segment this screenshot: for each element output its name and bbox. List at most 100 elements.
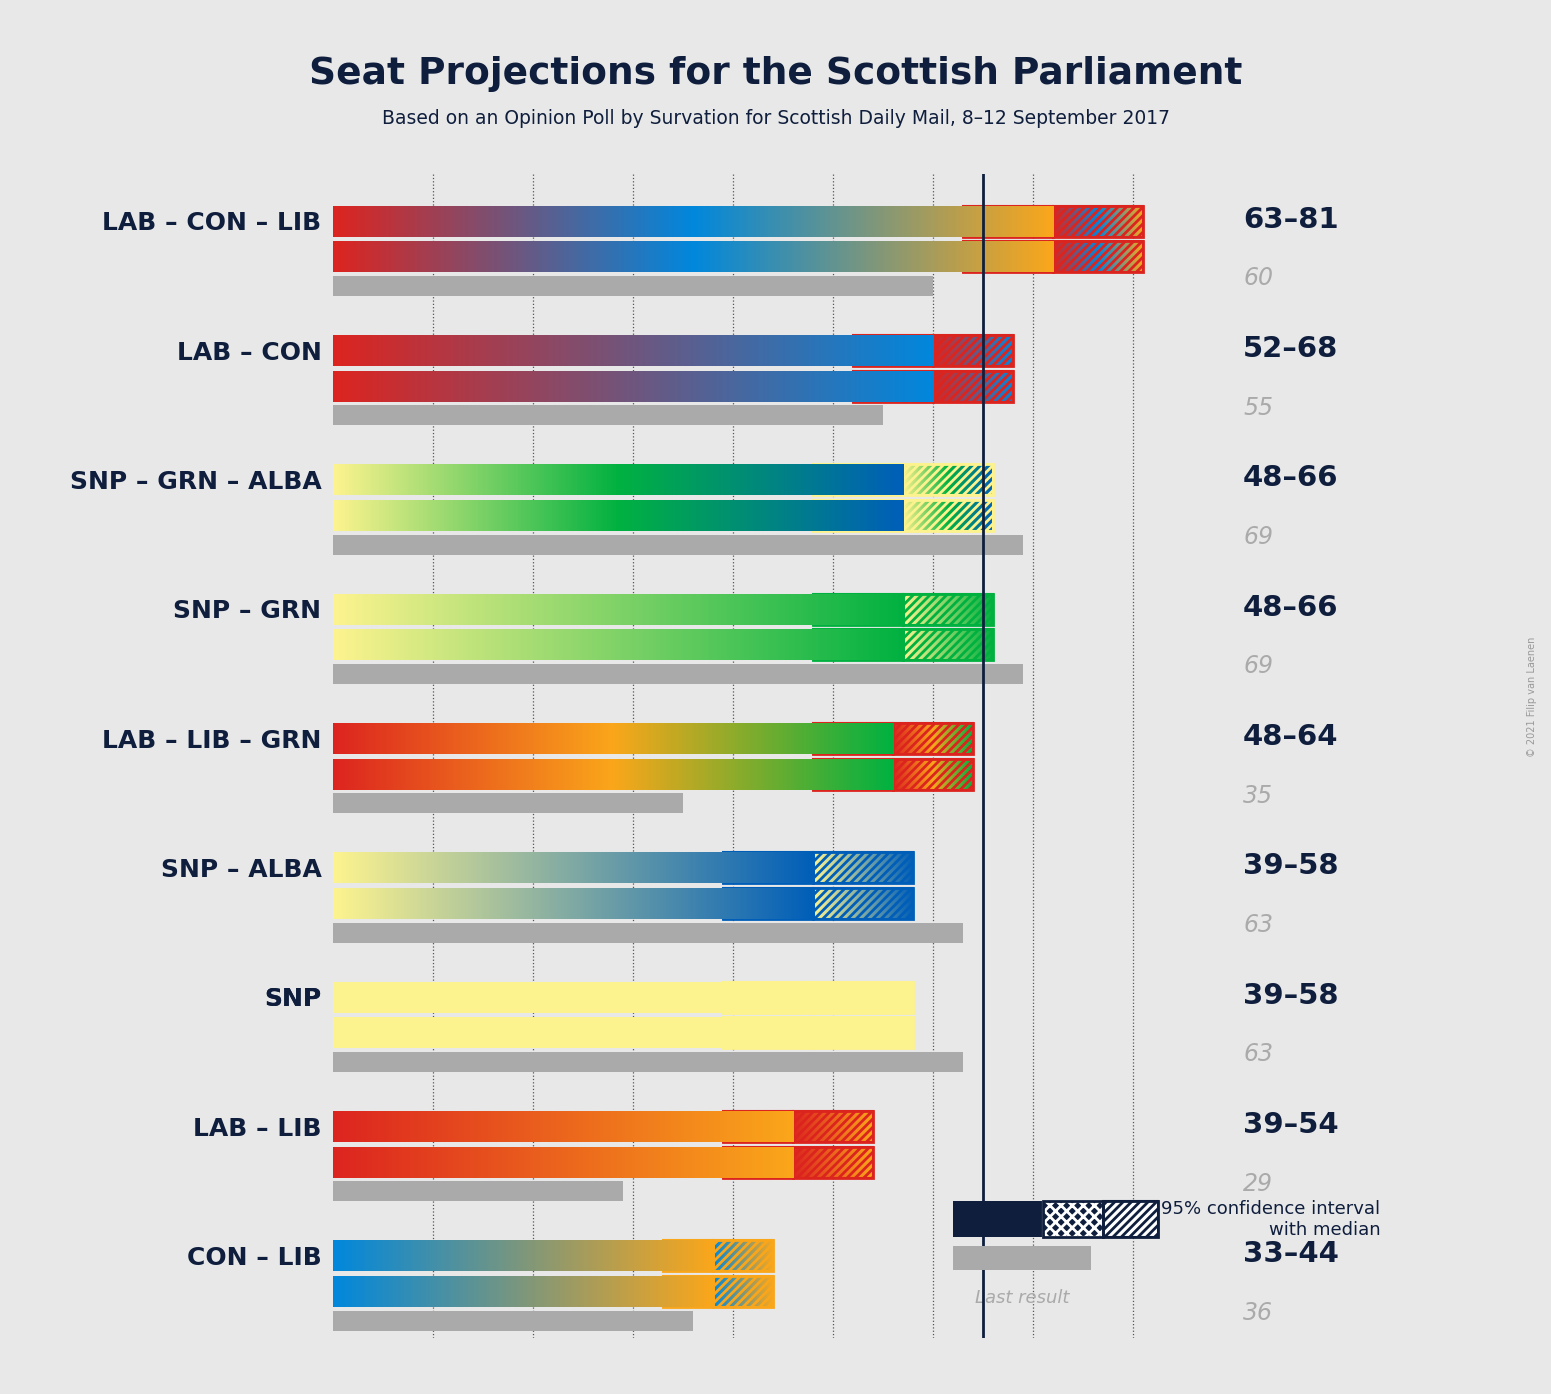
Bar: [467, 500, 468, 531]
Bar: [681, 758, 682, 789]
Bar: [859, 205, 862, 237]
Bar: [655, 1146, 656, 1178]
Bar: [386, 1276, 388, 1308]
Bar: [594, 594, 596, 625]
Bar: [530, 852, 532, 884]
Bar: [481, 1111, 482, 1142]
Bar: [386, 335, 388, 367]
Bar: [682, 1111, 686, 1142]
Bar: [572, 852, 574, 884]
Bar: [620, 1111, 622, 1142]
Bar: [361, 500, 364, 531]
Bar: [748, 464, 749, 495]
Bar: [544, 1146, 548, 1178]
Bar: [493, 1241, 495, 1271]
Bar: [760, 241, 763, 272]
Bar: [454, 723, 458, 754]
Bar: [344, 723, 347, 754]
Bar: [723, 1018, 813, 1048]
Bar: [582, 594, 585, 625]
Bar: [636, 723, 637, 754]
Bar: [700, 335, 701, 367]
Bar: [769, 371, 772, 401]
Bar: [569, 464, 571, 495]
Bar: [599, 888, 602, 919]
Bar: [513, 594, 516, 625]
Bar: [442, 205, 444, 237]
Bar: [577, 1276, 579, 1308]
Bar: [591, 1276, 592, 1308]
Bar: [692, 852, 693, 884]
Bar: [706, 464, 709, 495]
Bar: [611, 1146, 613, 1178]
Bar: [675, 758, 678, 789]
Bar: [551, 758, 552, 789]
Bar: [555, 335, 558, 367]
Bar: [428, 1276, 430, 1308]
Bar: [850, 241, 851, 272]
Bar: [515, 1241, 516, 1271]
Bar: [681, 629, 684, 661]
Bar: [698, 1111, 700, 1142]
Bar: [693, 1111, 696, 1142]
Bar: [413, 758, 414, 789]
Bar: [548, 594, 551, 625]
Bar: [413, 1276, 416, 1308]
Bar: [869, 371, 872, 401]
Bar: [532, 241, 535, 272]
Bar: [341, 852, 344, 884]
Bar: [472, 500, 475, 531]
Bar: [653, 241, 656, 272]
Bar: [554, 205, 557, 237]
Bar: [375, 1146, 377, 1178]
Bar: [541, 371, 544, 401]
Bar: [475, 723, 478, 754]
Bar: [506, 629, 509, 661]
Bar: [571, 335, 574, 367]
Bar: [338, 888, 340, 919]
Bar: [349, 335, 352, 367]
Bar: [461, 852, 464, 884]
Bar: [495, 1146, 496, 1178]
Bar: [651, 723, 653, 754]
Bar: [713, 371, 715, 401]
Bar: [805, 464, 807, 495]
Bar: [371, 758, 374, 789]
Bar: [419, 464, 422, 495]
Bar: [789, 852, 791, 884]
Bar: [422, 852, 423, 884]
Bar: [358, 1146, 360, 1178]
Bar: [411, 629, 414, 661]
Bar: [413, 1241, 416, 1271]
Bar: [931, 205, 934, 237]
Bar: [592, 852, 594, 884]
Bar: [447, 758, 450, 789]
Bar: [672, 500, 673, 531]
Bar: [543, 335, 546, 367]
Bar: [351, 1146, 352, 1178]
Bar: [603, 852, 606, 884]
Bar: [445, 500, 448, 531]
Bar: [717, 723, 718, 754]
Bar: [824, 335, 825, 367]
Bar: [366, 1111, 368, 1142]
Bar: [651, 371, 655, 401]
Bar: [580, 335, 582, 367]
Bar: [672, 1276, 673, 1308]
Bar: [774, 629, 777, 661]
Bar: [440, 629, 442, 661]
Bar: [637, 852, 639, 884]
Bar: [431, 852, 433, 884]
Bar: [535, 335, 538, 367]
Bar: [1031, 205, 1035, 237]
Bar: [700, 1276, 701, 1308]
Bar: [366, 629, 368, 661]
Bar: [651, 335, 655, 367]
Bar: [779, 852, 780, 884]
Bar: [670, 500, 672, 531]
Bar: [450, 888, 453, 919]
Bar: [633, 500, 636, 531]
Bar: [405, 371, 408, 401]
Bar: [642, 852, 644, 884]
Bar: [472, 888, 473, 919]
